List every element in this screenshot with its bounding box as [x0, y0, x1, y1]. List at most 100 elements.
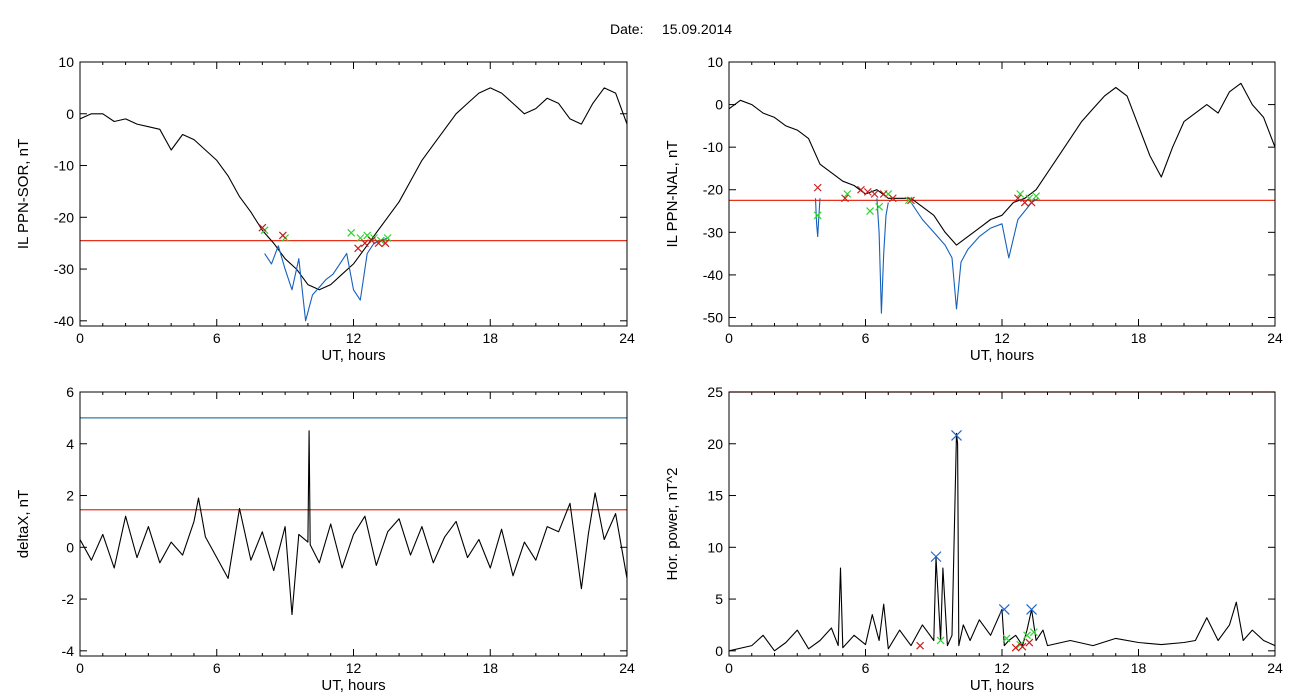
x-tick-label: 24 [619, 330, 635, 346]
y-tick-label: -40 [54, 313, 74, 329]
red-marker [1011, 643, 1020, 652]
green-marker [866, 207, 874, 215]
red-marker [354, 244, 362, 253]
plot-area [729, 82, 1275, 314]
y-tick-label: -4 [62, 643, 75, 659]
red-marker [367, 236, 376, 245]
series-line-0 [729, 432, 1275, 652]
x-axis-label: UT, hours [321, 677, 385, 694]
x-tick-label: 6 [213, 660, 221, 676]
y-tick-label: 0 [66, 106, 74, 122]
y-tick-label: 0 [66, 539, 74, 555]
x-axis-label: UT, hours [321, 347, 385, 364]
y-tick-label: -30 [54, 261, 74, 277]
y-tick-label: -10 [703, 139, 723, 155]
x-tick-label: 24 [619, 660, 635, 676]
red-marker [381, 239, 390, 248]
figure-title-date: 15.09.2014 [662, 21, 732, 37]
green-marker [936, 636, 945, 645]
plot-area [729, 430, 1275, 652]
panel-hor-power: 0 6 12 18 24 25 20 15 10 5 0 UT, hours Hor. power, n… [664, 384, 1283, 694]
blue-marker [998, 603, 1010, 615]
x-tick-label: 12 [346, 330, 362, 346]
x-tick-label: 12 [994, 660, 1010, 676]
green-marker [1002, 634, 1011, 643]
green-marker [383, 234, 392, 242]
x-tick-label: 24 [1267, 330, 1283, 346]
blue-marker [930, 551, 942, 563]
red-marker [916, 641, 925, 650]
red-marker [813, 183, 822, 192]
x-tick-label: 18 [482, 660, 498, 676]
green-marker [875, 202, 884, 211]
green-marker [1029, 628, 1038, 637]
y-tick-label: 2 [66, 488, 74, 504]
event-trace-3 [910, 197, 1039, 310]
x-tick-label: 0 [725, 330, 733, 346]
red-marker [870, 190, 879, 198]
y-axis-label: Hor. power, nT^2 [664, 468, 681, 581]
red-marker [888, 194, 897, 203]
event-trace-1 [814, 198, 821, 238]
y-tick-label: 5 [715, 591, 723, 607]
x-tick-label: 0 [76, 660, 84, 676]
y-axis-label: IL PPN-SOR, nT [15, 139, 32, 249]
x-tick-label: 6 [862, 330, 870, 346]
red-marker [258, 223, 267, 232]
y-tick-label: 25 [707, 384, 723, 400]
green-marker [813, 211, 822, 220]
y-tick-label: 6 [66, 384, 74, 400]
x-tick-label: 18 [1131, 330, 1147, 346]
panel-ppn-nal: 0 6 12 18 24 10 0 -10 -20 -30 -40 -50 UT, hours IL PP… [664, 54, 1283, 364]
green-marker [1016, 190, 1025, 198]
series-line-0 [80, 87, 627, 291]
y-tick-label: 10 [58, 54, 74, 70]
plot-area [80, 430, 627, 616]
panel-deltax: 0 6 12 18 24 6 4 2 0 -2 -4 UT, hours deltaX, nT [15, 384, 635, 694]
red-marker [841, 194, 849, 203]
y-tick-label: -20 [703, 182, 723, 198]
x-tick-label: 12 [346, 660, 362, 676]
red-marker [278, 231, 287, 240]
x-tick-label: 0 [76, 330, 84, 346]
series-line-0 [80, 430, 627, 616]
x-tick-label: 18 [1131, 660, 1147, 676]
red-marker [907, 196, 915, 205]
y-tick-label: 10 [707, 54, 723, 70]
x-tick-label: 0 [725, 660, 733, 676]
y-tick-label: 4 [66, 436, 74, 452]
red-marker [1013, 194, 1022, 203]
red-marker [1020, 198, 1029, 207]
red-marker [879, 190, 888, 198]
green-marker [1032, 192, 1041, 201]
y-tick-label: -40 [703, 267, 723, 283]
y-tick-label: -50 [703, 309, 723, 325]
series-line-0 [729, 82, 1275, 246]
red-marker [374, 239, 383, 248]
y-tick-label: -2 [62, 591, 75, 607]
y-axis-label: deltaX, nT [15, 490, 32, 558]
y-tick-label: -10 [54, 158, 74, 174]
y-axis-label: IL PPN-NAL, nT [664, 141, 681, 248]
x-tick-label: 24 [1267, 660, 1283, 676]
green-marker [843, 190, 852, 198]
red-marker [360, 239, 369, 248]
red-marker [863, 187, 872, 196]
x-axis-label: UT, hours [970, 677, 1034, 694]
blue-marker [1026, 603, 1037, 615]
event-trace-2 [876, 198, 889, 314]
panel-ppn-sor: 0 6 12 18 24 10 0 -10 -20 -30 -40 UT, hours IL PPN-S… [15, 54, 635, 364]
y-tick-label: 20 [707, 436, 723, 452]
y-tick-label: -20 [54, 209, 74, 225]
red-marker [857, 185, 865, 194]
x-axis-label: UT, hours [970, 347, 1034, 364]
green-marker [1023, 631, 1031, 640]
y-tick-label: 15 [707, 488, 723, 504]
x-tick-label: 18 [482, 330, 498, 346]
y-tick-label: 10 [707, 539, 723, 555]
y-tick-label: 0 [715, 97, 723, 113]
red-marker [1027, 198, 1036, 207]
y-tick-label: 0 [715, 643, 723, 659]
